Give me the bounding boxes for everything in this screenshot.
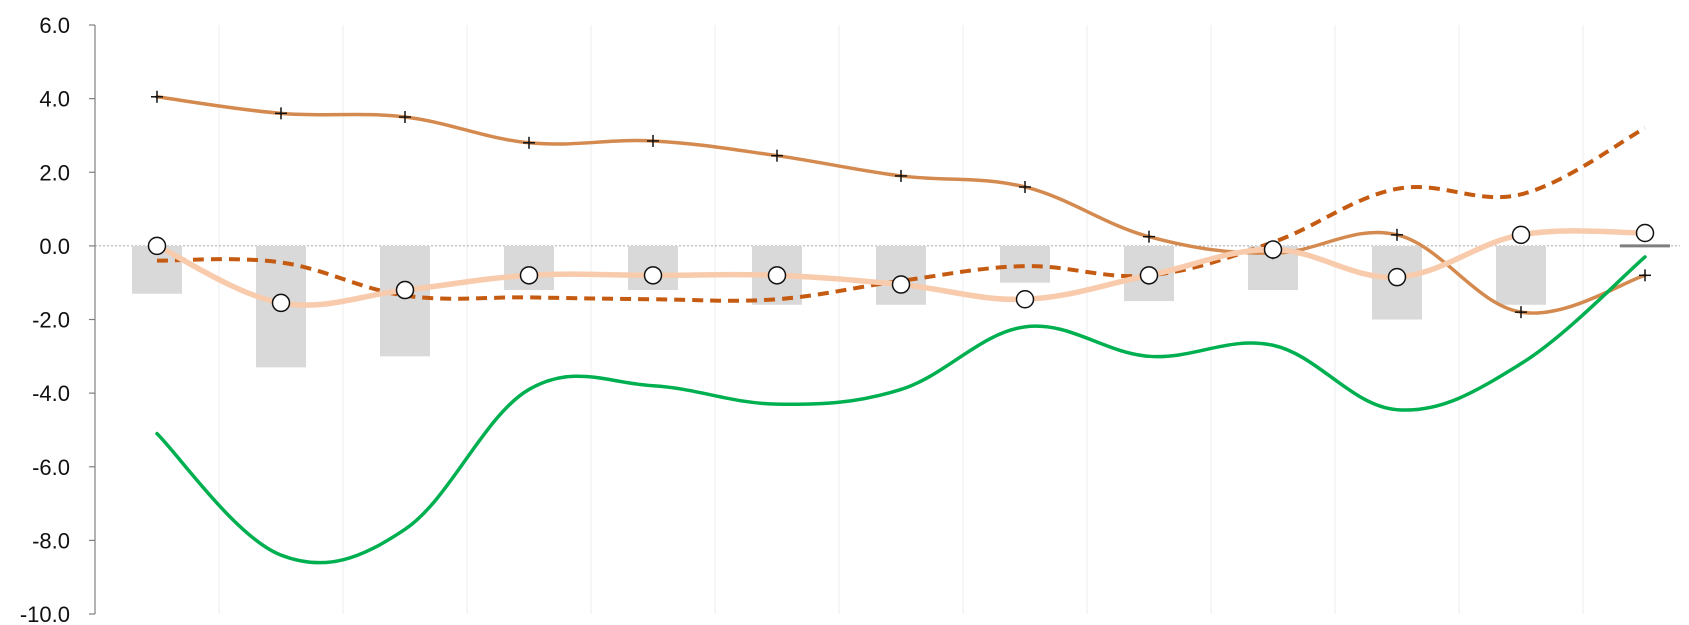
circle-marker	[643, 266, 663, 285]
circle-marker	[1511, 225, 1531, 245]
series-line-4	[155, 255, 1647, 565]
plus-marker	[1391, 228, 1403, 241]
y-tick-label: -8.0	[32, 528, 70, 553]
plus-marker	[1515, 306, 1527, 319]
circle-marker	[767, 266, 787, 285]
circle-marker	[519, 266, 539, 285]
plus-marker	[771, 149, 783, 162]
y-tick-label: -6.0	[32, 455, 70, 480]
plus-marker	[1143, 230, 1155, 243]
y-tick-label: -2.0	[32, 308, 70, 333]
plus-marker	[275, 107, 287, 120]
plus-marker	[151, 90, 163, 103]
y-axis: 6.0 4.0 2.0 0.0 -2.0 -4.0 -6.0 -8.0 -10.0	[20, 13, 96, 625]
plus-marker	[895, 169, 907, 182]
circle-marker	[147, 236, 167, 256]
series-markers	[147, 90, 1655, 319]
vertical-gridlines	[218, 25, 1584, 614]
bar-12	[1496, 245, 1546, 305]
y-tick-label: 4.0	[39, 87, 70, 112]
plus-marker	[647, 134, 659, 147]
plus-marker	[523, 136, 535, 149]
y-tick-label: -4.0	[32, 381, 70, 406]
circle-marker	[1139, 266, 1159, 285]
plus-marker	[1639, 269, 1651, 282]
y-tick-label: -10.0	[20, 602, 70, 625]
plus-marker	[1019, 180, 1031, 193]
circle-marker	[395, 280, 415, 300]
circle-marker	[1015, 290, 1035, 309]
circle-marker	[1387, 267, 1407, 287]
circle-marker	[1263, 240, 1283, 259]
plus-marker	[399, 111, 411, 124]
y-tick-label: 0.0	[39, 234, 70, 259]
bar-8	[1000, 245, 1050, 283]
y-tick-label: 2.0	[39, 160, 70, 185]
circle-marker	[1635, 223, 1655, 243]
y-tick-label: 6.0	[39, 13, 70, 38]
circle-marker	[271, 293, 291, 313]
circle-marker	[891, 275, 911, 294]
bar-3	[380, 245, 430, 357]
